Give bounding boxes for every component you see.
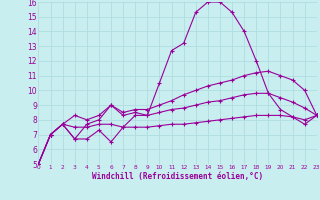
X-axis label: Windchill (Refroidissement éolien,°C): Windchill (Refroidissement éolien,°C) (92, 172, 263, 181)
